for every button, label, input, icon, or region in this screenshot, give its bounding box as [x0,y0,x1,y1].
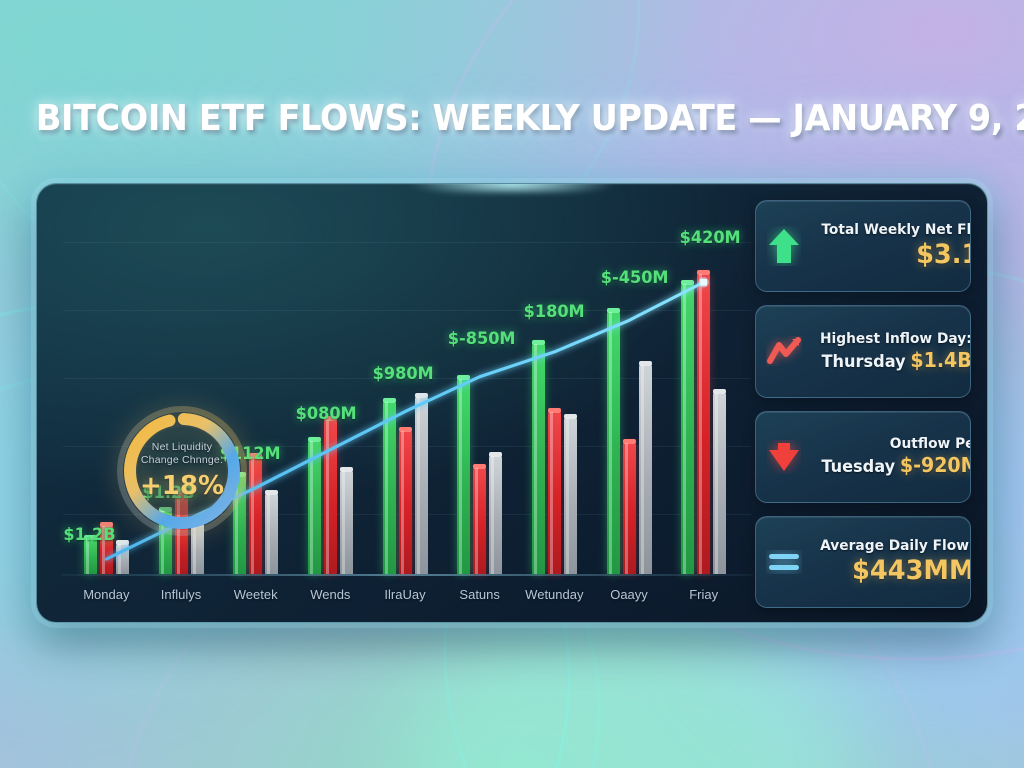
gauge-label-line1: Net Liquidity [151,441,213,453]
bar-inflow [83,535,97,574]
bar-group [681,270,727,574]
bar-inflow [382,397,396,574]
stat-card-label: Average Daily Flow: [820,537,971,554]
stat-card-value: $1.4B [910,347,971,372]
stat-card-value-row: $443MM [820,554,971,586]
x-axis-label: Oaayy [610,587,648,602]
arrow-down-icon [762,440,806,474]
x-axis-line [61,574,753,576]
bar-group [382,274,428,574]
bar-inflow [457,375,471,574]
stat-card-1[interactable]: Total Weekly Net Flow:$3.1B [755,200,971,293]
x-axis-label: Wetunday [525,587,584,602]
zigzag-up-icon [762,336,806,366]
bar-group [457,274,503,574]
stat-card-value: $3.1B [916,239,970,271]
bar-net [339,467,353,574]
bar-inflow [606,308,620,574]
stat-card-3[interactable]: Outflow Peak:Tuesday$-920MM [755,410,971,503]
x-axis-label: Influlys [160,587,202,602]
page-title: BITCOIN ETF FLOWS: WEEKLY UPDATE — JANUA… [35,98,1024,139]
stat-card-value-row: Thursday $1.4B [820,347,971,372]
bar-net [414,392,428,574]
bar-outflow [473,463,487,574]
bar-net [713,389,727,574]
stat-card-value-row: Tuesday$-920MM [821,453,970,478]
equals-icon [762,550,806,574]
gauge-label-line2: Change Chnnge: [140,454,224,466]
data-point-label: $1.2B [63,525,116,546]
bar-net [115,540,129,574]
net-liquidity-gauge: Net Liquidity Change Chnnge: +18% [103,395,261,547]
bar-net [265,490,279,574]
stat-card-value: $-920MM [899,453,970,478]
data-point-label: $980M [372,363,434,384]
stat-card-value-row: $3.1B [821,239,970,271]
stat-card-4[interactable]: Average Daily Flow: $443MM [755,515,971,608]
bar-chart: $1.2B$1.2B$112M$080M$980M$-850M$180M$-45… [55,200,755,608]
x-axis-label: Friay [689,587,719,602]
x-axis-label: Satuns [459,587,500,602]
bar-inflow [307,436,321,574]
x-axis-label: IlraUay [384,587,426,602]
data-point-label: $-850M [447,328,516,349]
bar-net [489,451,503,574]
data-point-label: $1.2B [142,483,194,503]
stat-card-day: Thursday [821,351,906,372]
bar-net [563,414,577,574]
bar-inflow [681,279,695,574]
data-point-label: $080M [295,403,357,424]
stat-card-day: Tuesday [821,457,896,478]
stat-card-body: Highest Inflow Day: Thursday $1.4B [812,330,971,372]
stat-card-label: Total Weekly Net Flow: [821,222,971,239]
x-axis-label: Wends [310,587,351,602]
bar-inflow [531,340,545,574]
bar-group [307,274,353,574]
stat-card-label: Outflow Peak: [889,436,970,453]
stat-card-body: Total Weekly Net Flow:$3.1B [812,222,971,271]
stat-card-label: Highest Inflow Day: [819,330,971,347]
arrow-up-icon [762,226,806,266]
bar-net [638,361,652,574]
gauge-value: +18% [139,471,225,501]
data-point-label: $180M [523,301,585,322]
x-axis-label: Weetek [233,587,278,602]
stat-card-2[interactable]: Highest Inflow Day: Thursday $1.4B [755,305,971,398]
stat-card-body: Average Daily Flow: $443MM [812,537,971,586]
bar-outflow [323,415,337,574]
bar-outflow [697,270,711,574]
stat-card-value: $443MM [852,554,971,586]
x-axis-label: Monday [83,587,130,602]
bar-outflow [622,439,636,574]
data-point-label: $-450M [600,268,669,289]
dashboard-panel: $1.2B$1.2B$112M$080M$980M$-850M$180M$-45… [36,183,988,623]
stat-card-body: Outflow Peak:Tuesday$-920MM [812,436,970,478]
stat-cards-container: Total Weekly Net Flow:$3.1B Highest Inflo… [755,200,971,608]
gridline [63,242,751,243]
bar-outflow [398,427,412,574]
data-point-label: $420M [679,228,741,249]
bar-outflow [547,407,561,574]
bar-group [606,274,652,574]
